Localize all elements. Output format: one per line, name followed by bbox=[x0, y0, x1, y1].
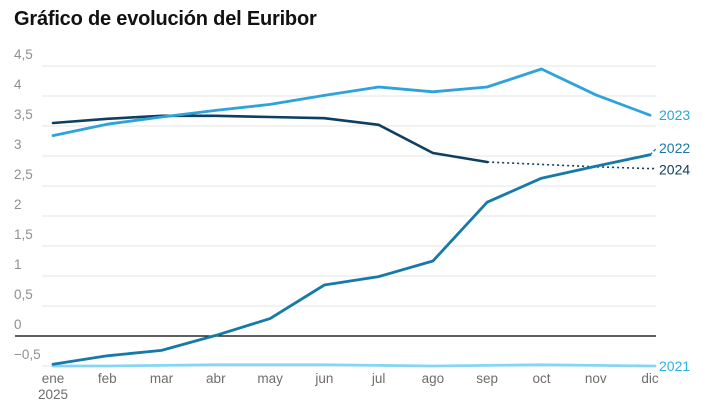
series-label-2024: 2024 bbox=[659, 162, 690, 178]
series-label-2023: 2023 bbox=[659, 107, 690, 123]
x-axis-tick-label: jul bbox=[371, 371, 386, 386]
x-axis-tick-label: ago bbox=[422, 371, 445, 386]
x-axis-tick-label: oct bbox=[532, 371, 550, 386]
series-line-2021[interactable] bbox=[51, 363, 657, 368]
y-axis-tick-label: 1,5 bbox=[14, 227, 33, 242]
series-label-2021: 2021 bbox=[659, 358, 690, 374]
y-axis-tick-label: 4,5 bbox=[14, 47, 33, 62]
x-axis-tick-label: dic bbox=[641, 371, 659, 386]
x-axis-year-label: 2025 bbox=[38, 387, 68, 402]
y-axis-tick-label: 3,5 bbox=[14, 107, 33, 122]
x-axis-tick-label: nov bbox=[585, 371, 607, 386]
series-leader-2022 bbox=[649, 148, 657, 156]
x-axis-tick-label: mar bbox=[150, 371, 174, 386]
series-line-2024-dotted-forecast[interactable] bbox=[487, 161, 655, 170]
series-line-2023[interactable] bbox=[51, 67, 652, 138]
x-axis-tick-label: feb bbox=[98, 371, 117, 386]
y-axis-tick-label: −0,5 bbox=[14, 347, 41, 362]
x-axis-tick-label: ene bbox=[42, 371, 65, 386]
y-axis-tick-label: 2 bbox=[14, 197, 22, 212]
series-line-2022[interactable] bbox=[51, 153, 652, 366]
y-axis-tick-label: 1 bbox=[14, 257, 22, 272]
series-line-2024-solid[interactable] bbox=[51, 114, 489, 164]
series-label-2022: 2022 bbox=[659, 140, 690, 156]
y-axis-tick-label: 3 bbox=[14, 137, 22, 152]
y-axis-tick-label: 0,5 bbox=[14, 287, 33, 302]
y-axis-tick-label: 4 bbox=[14, 77, 22, 92]
y-axis-tick-label: 0 bbox=[14, 317, 22, 332]
x-axis-tick-label: may bbox=[257, 371, 283, 386]
y-axis-tick-label: 2,5 bbox=[14, 167, 33, 182]
x-axis-tick-label: jun bbox=[314, 371, 333, 386]
chart-title: Gráfico de evolución del Euribor bbox=[14, 8, 317, 30]
x-axis-tick-label: sep bbox=[476, 371, 498, 386]
x-axis-tick-label: abr bbox=[206, 371, 226, 386]
